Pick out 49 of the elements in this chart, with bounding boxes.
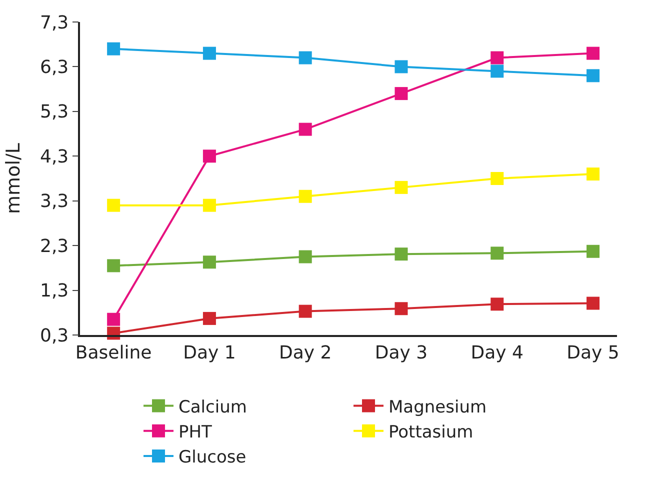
legend-label: Magnesium [388,397,487,418]
point [490,64,504,78]
x-tick-label: Day 5 [566,342,620,364]
legend-label: Pottasium [388,422,474,442]
point [298,122,312,136]
point [490,51,504,64]
x-tick-label: Day 3 [374,342,428,364]
x-tick-label: Baseline [75,342,152,364]
point [394,302,408,316]
point [586,168,600,181]
point [107,198,120,212]
point [298,190,312,203]
point [586,46,600,60]
point [490,172,504,185]
point [107,259,120,272]
legend-label: PHT [178,422,213,442]
legend-label: Calcium [178,397,247,418]
point [298,51,312,64]
y-tick-label: 5,3 [40,102,69,123]
point [586,296,600,310]
point [202,312,216,325]
y-tick-label: 4,3 [40,146,69,168]
x-tick-label: Day 2 [278,342,332,364]
y-tick-label: 1,3 [40,280,69,302]
y-tick-label: 0,3 [40,325,69,346]
y-tick-label: 6,3 [40,57,69,78]
point [490,298,504,311]
y-tick-label: 2,3 [40,236,69,257]
y-tick-label: 3,3 [40,191,69,212]
point [298,304,312,318]
point [394,60,408,74]
y-tick-label: 7,3 [40,12,69,34]
point [298,250,312,264]
y-axis-title: mmol/L [2,142,24,214]
point [490,246,504,260]
x-tick-label: Day 4 [470,342,524,364]
point [202,46,216,60]
point [107,42,120,56]
x-tick-label: Day 1 [183,342,236,364]
point [394,180,408,194]
point [202,256,216,269]
point [202,198,216,212]
point [202,150,216,163]
point [394,248,408,261]
point [586,244,600,258]
point [107,312,120,326]
point [586,69,600,82]
point [394,87,408,100]
legend-label: Glucose [178,448,246,468]
